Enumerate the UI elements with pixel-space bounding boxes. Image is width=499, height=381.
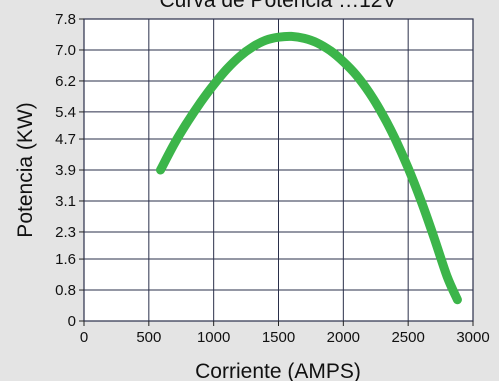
x-tick-label: 1500: [262, 329, 295, 346]
series-layer: [156, 31, 462, 305]
x-tick-label: 500: [136, 329, 161, 346]
power-curve-line: [156, 31, 462, 305]
x-tick-label: 1000: [197, 329, 230, 346]
x-axis-ticks: 0 500 1000 1500 2000 2500 3000: [80, 321, 490, 346]
y-tick-label: 7.8: [55, 11, 76, 28]
y-axis-label: Potencia (KW): [14, 102, 37, 237]
y-tick-label: 4.7: [55, 131, 76, 148]
x-axis-label: Corriente (AMPS): [195, 360, 361, 381]
y-tick-label: 0: [68, 313, 76, 330]
x-tick-label: 2000: [327, 329, 360, 346]
y-axis-ticks: 0 0.8 1.6 2.3 3.1 3.9 4.7 5.4 6.2 7.0 7.8: [55, 11, 84, 330]
y-tick-label: 7.0: [55, 42, 76, 59]
chart-title: Curva de Potencia …12V: [160, 0, 397, 12]
y-tick-label: 5.4: [55, 104, 76, 121]
x-tick-label: 2500: [391, 329, 424, 346]
y-tick-label: 0.8: [55, 282, 76, 299]
x-tick-label: 3000: [456, 329, 489, 346]
x-tick-label: 0: [80, 329, 88, 346]
y-tick-label: 2.3: [55, 224, 76, 241]
y-tick-label: 1.6: [55, 251, 76, 268]
y-tick-label: 3.1: [55, 193, 76, 210]
y-tick-label: 3.9: [55, 162, 76, 179]
y-tick-label: 6.2: [55, 73, 76, 90]
